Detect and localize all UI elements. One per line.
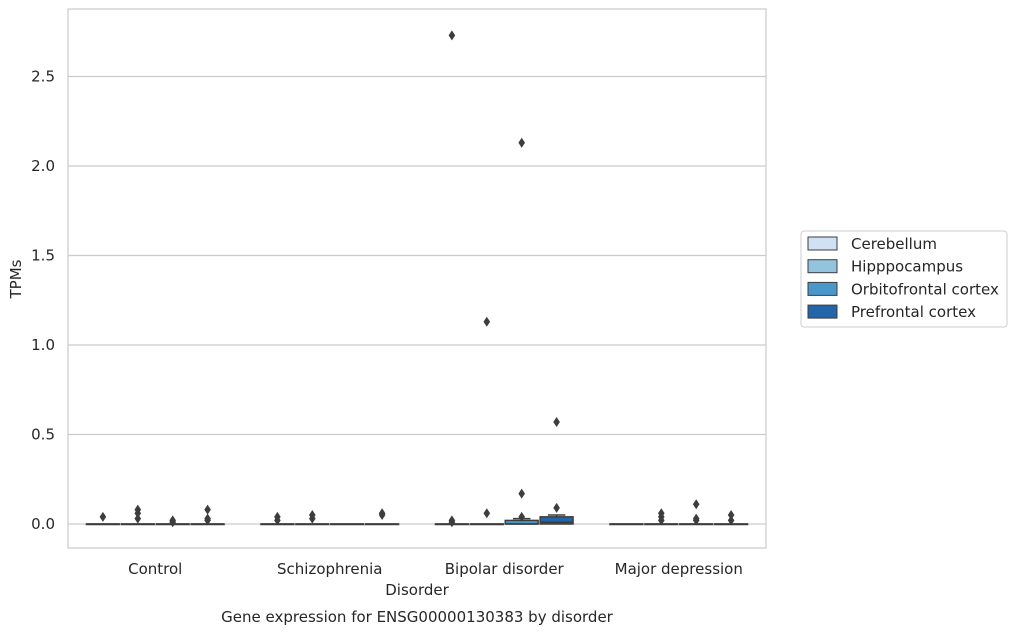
box — [295, 523, 330, 526]
box — [85, 523, 121, 526]
box-body — [539, 516, 574, 525]
outlier-point — [518, 488, 525, 499]
x-axis-ticks: Control Schizophrenia Bipolar disorder Majo… — [128, 560, 743, 578]
x-tick-label: Bipolar disorder — [445, 560, 565, 578]
outlier-point — [274, 511, 281, 522]
outlier-point — [483, 508, 491, 519]
legend-frame — [800, 230, 1008, 328]
legend-label: Hipppocampus — [851, 258, 963, 276]
outlier-point — [204, 513, 211, 524]
box — [364, 523, 400, 526]
y-tick-label: 2.5 — [31, 68, 55, 86]
legend-label: Prefrontal cortex — [851, 303, 976, 321]
y-tick-label: 2.0 — [31, 157, 55, 175]
legend-label: Orbitofrontal cortex — [851, 280, 999, 298]
outlier-point — [553, 502, 560, 513]
box-groups — [85, 514, 749, 526]
outlier-point — [553, 416, 560, 427]
y-tick-label: 1.0 — [31, 336, 55, 354]
outlier-point — [727, 510, 735, 521]
outlier-point — [378, 508, 386, 519]
outlier-point — [99, 511, 107, 522]
y-tick-label: 1.5 — [31, 247, 55, 265]
y-axis-ticks: 0.0 0.5 1.0 1.5 2.0 2.5 — [31, 68, 55, 534]
legend-swatch — [807, 259, 838, 274]
y-tick-label: 0.5 — [31, 426, 55, 444]
outlier-point — [483, 316, 491, 327]
x-tick-label: Major depression — [615, 560, 743, 578]
y-axis-label: TPMs — [7, 259, 25, 299]
chart-caption: Gene expression for ENSG00000130383 by d… — [221, 608, 614, 626]
outlier-point — [309, 510, 316, 521]
outlier-point — [658, 508, 665, 519]
box — [120, 523, 155, 526]
legend-swatch — [807, 304, 838, 319]
outlier-point — [134, 504, 142, 515]
x-tick-label: Schizophrenia — [277, 560, 382, 578]
y-tick-label: 0.0 — [31, 515, 55, 533]
outlier-point — [692, 499, 700, 510]
outlier-point — [169, 515, 176, 526]
outlier-point — [448, 515, 456, 526]
x-tick-label: Control — [128, 560, 182, 578]
box — [609, 523, 644, 526]
legend-label: Cerebellum — [851, 235, 937, 253]
x-axis-label: Disorder — [385, 581, 449, 599]
outlier-points — [99, 30, 735, 528]
box — [469, 523, 505, 526]
outlier-point — [448, 30, 456, 41]
outlier-point — [518, 137, 525, 148]
legend: Cerebellum Hipppocampus Orbitofrontal cort… — [800, 230, 1008, 328]
box — [539, 514, 574, 525]
plot-frame — [67, 8, 767, 549]
grid-lines — [68, 75, 766, 525]
outlier-point — [204, 504, 211, 515]
box — [330, 523, 365, 526]
outlier-point — [134, 513, 142, 524]
outlier-point — [692, 513, 700, 524]
outlier-point — [727, 515, 735, 526]
legend-swatch — [807, 281, 838, 296]
outlier-point — [518, 511, 525, 522]
legend-swatch — [807, 236, 838, 251]
